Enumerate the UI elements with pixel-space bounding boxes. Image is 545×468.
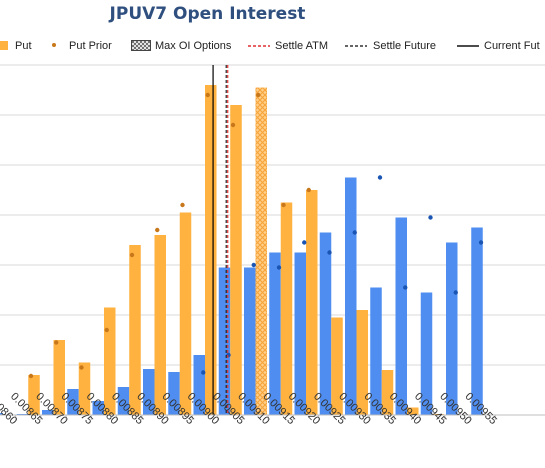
bar-call-0.00920: [294, 252, 306, 415]
legend-label-settle-atm: Settle ATM: [275, 40, 328, 52]
marker-call-prior-0.00940: [403, 285, 408, 290]
bar-call-0.00925: [319, 232, 332, 415]
marker-put-prior-0.00870: [54, 340, 59, 345]
legend-label-current-future: Current Fut: [484, 40, 540, 52]
bar-put-0.00900: [205, 85, 217, 415]
markers: [28, 92, 484, 379]
legend-label-settle-future: Settle Future: [373, 40, 436, 52]
marker-call-prior-0.00900: [201, 370, 206, 375]
marker-put-prior-0.00880: [104, 327, 109, 333]
marker-put-prior-0.00920: [306, 187, 311, 193]
bar-put-0.00925: [331, 317, 343, 415]
legend-swatch-put-prior: [52, 43, 56, 47]
bar-call-0.00935: [370, 287, 382, 415]
bar-call-0.00890: [143, 369, 155, 415]
bar-call-0.00900: [193, 355, 205, 415]
bar-call-0.00910: [244, 267, 256, 415]
legend-swatch-current-future: [457, 45, 479, 47]
bar-call-0.00950: [446, 242, 458, 415]
marker-put-prior-0.00905: [230, 122, 236, 128]
marker-put-prior-0.00885: [129, 252, 135, 258]
bar-put-0.00870: [53, 340, 65, 415]
marker-put-prior-0.00895: [180, 202, 185, 208]
legend-swatch-settle-atm: [248, 45, 270, 47]
legend-swatch-put: [0, 41, 8, 50]
marker-call-prior-0.00950: [453, 290, 458, 295]
bar-put-0.00875: [78, 362, 91, 415]
bar-call-0.00930: [345, 177, 357, 415]
marker-call-prior-0.00935: [377, 175, 383, 180]
legend-label-max-oi: Max OI Options: [155, 40, 232, 52]
bar-call-0.00895: [168, 372, 180, 415]
marker-call-prior-0.00955: [478, 240, 484, 245]
bar-put-0.00915: [280, 202, 293, 415]
bar-put-0.00865: [28, 375, 40, 415]
marker-call-prior-0.00915: [276, 265, 282, 270]
bar-put-0.00930: [356, 310, 368, 415]
bar-call-0.00905: [218, 267, 231, 415]
marker-put-prior-0.00910: [256, 92, 261, 98]
bar-call-0.00885: [117, 387, 130, 415]
legend-swatch-max-oi: [131, 40, 151, 51]
marker-put-prior-0.00875: [79, 365, 84, 370]
reference-lines: [212, 65, 229, 415]
bar-call-0.00880: [92, 401, 104, 415]
bar-put-0.00935: [381, 370, 394, 415]
bar-call-0.00875: [67, 389, 79, 415]
bars: [0, 85, 483, 415]
chart-title: JPUV7 Open Interest: [109, 4, 306, 24]
bar-call-0.00955: [471, 227, 483, 415]
marker-call-prior-0.00910: [251, 262, 256, 268]
marker-put-prior-0.00900: [205, 92, 210, 98]
marker-put-prior-0.00915: [281, 202, 286, 208]
marker-put-prior-0.00865: [28, 373, 34, 379]
marker-put-prior-0.00890: [155, 227, 160, 233]
bar-put-max-oi-0.00910: [255, 87, 267, 415]
legend-label-put-prior: Put Prior: [69, 40, 112, 52]
bar-put-0.00920: [306, 190, 318, 415]
bar-put-0.00885: [129, 245, 141, 415]
marker-call-prior-0.00920: [302, 240, 307, 245]
legend-label-put: Put: [15, 40, 32, 52]
marker-call-prior-0.00930: [352, 230, 357, 235]
bar-call-0.00860: [0, 413, 3, 415]
bar-call-0.00915: [269, 252, 281, 415]
bar-put-0.00940: [407, 407, 419, 415]
bar-put-0.00895: [179, 212, 192, 415]
bar-put-0.00890: [154, 235, 166, 415]
bar-call-0.00940: [395, 217, 407, 415]
bar-call-0.00870: [42, 410, 54, 415]
legend-swatch-settle-future: [345, 45, 367, 47]
marker-call-prior-0.00925: [327, 250, 332, 255]
marker-call-prior-0.00945: [428, 215, 433, 220]
bar-put-0.00880: [104, 307, 116, 415]
bar-call-0.00945: [420, 292, 433, 415]
bar-put-0.00905: [230, 105, 242, 415]
marker-call-prior-0.00905: [226, 352, 231, 358]
